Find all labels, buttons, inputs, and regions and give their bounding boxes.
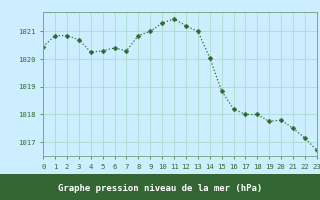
Text: Graphe pression niveau de la mer (hPa): Graphe pression niveau de la mer (hPa)	[58, 184, 262, 193]
